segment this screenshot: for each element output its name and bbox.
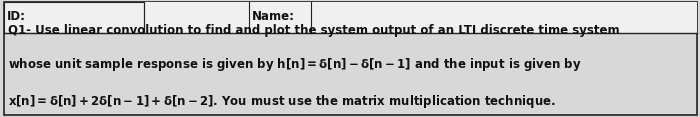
Text: Name:: Name:: [252, 10, 295, 23]
Text: ID:: ID:: [7, 10, 26, 23]
Text: whose unit sample response is given by $\bf{h[n] = \delta[n] - \delta[n-1]}$ and: whose unit sample response is given by $…: [8, 56, 582, 73]
Text: Q1- Use linear convolution to find and plot the system output of an LTI discrete: Q1- Use linear convolution to find and p…: [8, 24, 620, 37]
Bar: [4, 2, 144, 33]
Text: $\bf{x[n] = \delta[n] + 2\delta[n-1] + \delta[n-2]}$. You must use the matrix mu: $\bf{x[n] = \delta[n] + 2\delta[n-1] + \…: [8, 93, 556, 110]
Bar: [4, 2, 696, 33]
